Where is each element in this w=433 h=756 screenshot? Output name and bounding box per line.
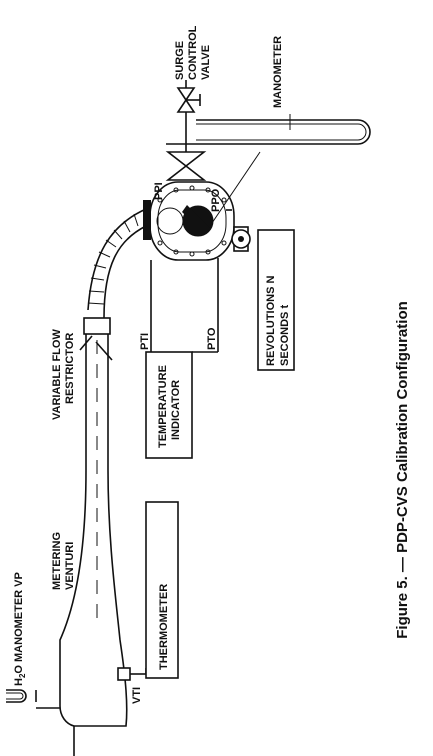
revolution-counter [231,226,295,371]
manometer-label: MANOMETER [272,36,284,108]
temperature-indicator-label-2: INDICATOR [170,380,182,440]
temperature-indicator-label-1: TEMPERATURE [157,365,169,448]
metering-venturi-label-1: METERING [51,532,63,590]
manometer-u-tube [196,114,371,145]
variable-flow-restrictor [79,335,113,361]
metering-venturi [59,317,128,756]
figure-caption: Figure 5. — PDP-CVS Calibration Configur… [394,301,411,639]
vti-sensor [117,667,147,681]
vti-label: VTI [131,687,143,704]
pto-label: PTO [206,327,218,350]
pti-label: PTI [139,333,151,350]
thermometer-box [145,501,179,679]
ppi-line [166,120,196,155]
ppo-label: PPO [210,188,222,212]
ppi-label: PPI [153,182,165,200]
flex-duct [87,208,147,319]
temperature-indicator [145,258,219,459]
metering-venturi-label-2: VENTURI [64,542,76,590]
variable-flow-restrictor-label-1: VARIABLE FLOW [51,329,63,420]
variable-flow-restrictor-label-2: RESTRICTOR [64,333,76,404]
surge-valve-label-3: VALVE [200,45,212,80]
h2o-manometer-label: H2O MANOMETER VP [13,572,27,686]
surge-control-valve [176,80,201,120]
thermometer-label: THERMOMETER [158,584,170,670]
h2o-manometer-u-tube [6,689,60,709]
surge-valve-label-1: SURGE [174,41,186,80]
revolutions-box [257,229,295,371]
revolutions-label-1: REVOLUTIONS N [265,275,277,366]
revolutions-label-2: SECONDS t [279,305,291,366]
surge-valve-label-2: CONTROL [187,25,199,80]
pump-inlet-valve [165,151,207,181]
